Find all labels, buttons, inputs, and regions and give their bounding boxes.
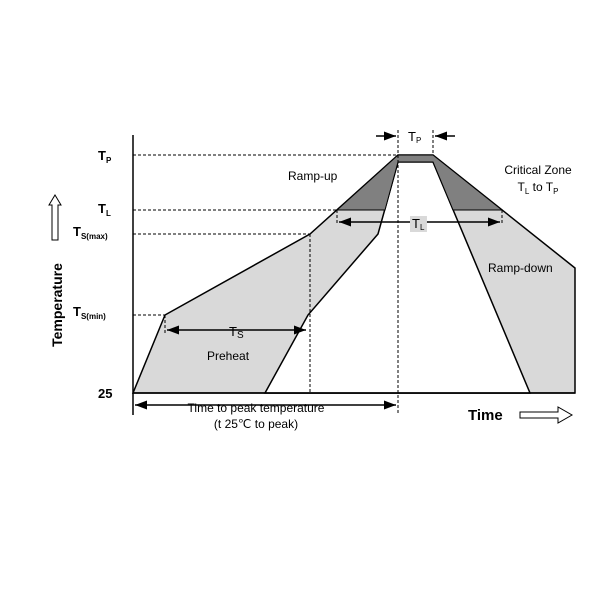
interval-label: TL: [412, 216, 425, 232]
label-main: T: [412, 216, 420, 231]
label-sub: P: [106, 156, 112, 165]
label-sub: S: [237, 330, 244, 341]
label-main: T: [229, 324, 237, 339]
label-sub: P: [416, 136, 421, 145]
label-sub: L: [525, 187, 530, 196]
label-main: to: [529, 180, 545, 194]
y-axis-title: Temperature: [49, 263, 65, 347]
region-label: Ramp-up: [288, 169, 338, 183]
label-main: T: [408, 129, 416, 144]
y-label: 25: [98, 386, 112, 401]
y-label: TS(min): [73, 304, 106, 321]
interval-label: TS: [229, 324, 244, 341]
up-arrow-icon: [48, 194, 62, 241]
time-to-peak-label: (t 25℃ to peak): [214, 417, 298, 431]
y-label: TP: [98, 148, 112, 165]
label-sub: S(max): [81, 232, 108, 241]
interval-label: TP: [408, 129, 421, 145]
y-label: TS(max): [73, 224, 108, 241]
label-main: T: [98, 201, 106, 216]
region-label: Ramp-down: [488, 261, 553, 275]
label-backing: [410, 216, 427, 232]
y-label: TL: [98, 201, 111, 218]
label-main: T: [73, 304, 81, 319]
label-sub: L: [420, 223, 425, 232]
label-sub: S(min): [81, 312, 106, 321]
region-label: Preheat: [207, 349, 250, 363]
region-label: Critical Zone: [504, 163, 572, 177]
label-main: T: [546, 180, 554, 194]
label-main: T: [73, 224, 81, 239]
label-main: T: [98, 148, 106, 163]
label-sub: P: [553, 187, 558, 196]
x-axis-title: Time: [468, 407, 503, 424]
label-main: T: [518, 180, 526, 194]
time-to-peak-label: Time to peak temperature: [188, 401, 325, 415]
region-label: TL to TP: [518, 180, 559, 196]
right-arrow-icon: [519, 406, 574, 424]
critical-zone: [335, 154, 504, 211]
label-sub: L: [106, 209, 111, 218]
